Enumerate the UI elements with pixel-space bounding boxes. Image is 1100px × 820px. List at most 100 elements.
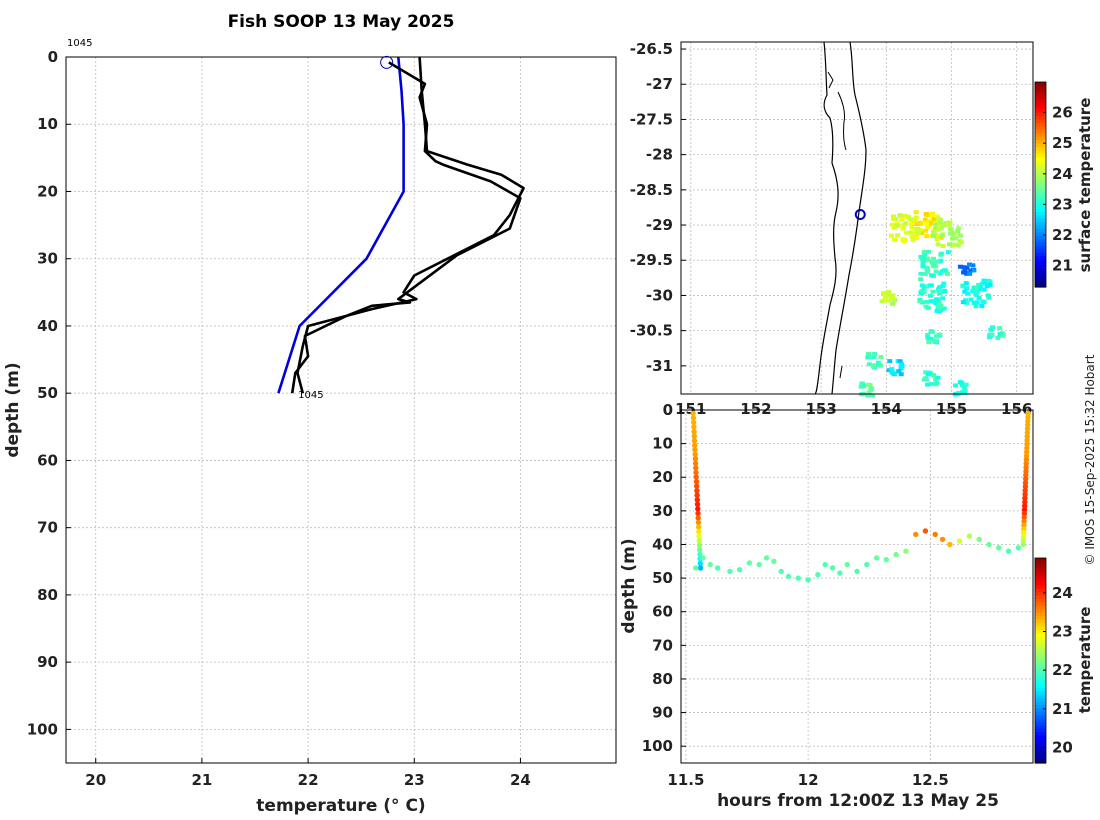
sst-pixel — [973, 304, 979, 309]
sst-pixel — [886, 298, 892, 303]
sst-pixel — [959, 380, 965, 385]
sst-pixel — [907, 217, 913, 222]
transect-point — [700, 555, 706, 561]
sst-pixel — [906, 214, 912, 219]
transect-ascent-point — [1025, 418, 1031, 424]
sst-pixel — [938, 226, 944, 231]
sst-pixel — [962, 388, 968, 393]
transect-point — [854, 568, 860, 575]
sst-pixel — [919, 289, 925, 294]
sst-pixel — [904, 230, 910, 235]
transect-point — [805, 577, 811, 583]
transect-ascent-point — [1021, 522, 1027, 528]
transect-point — [947, 541, 953, 548]
transect-ascent-point — [1022, 499, 1028, 505]
transect-descent-point — [697, 565, 704, 571]
transect-x-tick-label: 12.5 — [912, 771, 949, 789]
transect-descent-point — [692, 442, 698, 448]
map-colorbar-cell — [1035, 160, 1046, 165]
map-colorbar-cell — [1035, 140, 1046, 145]
map-colorbar-cell — [1035, 191, 1046, 196]
transect-y-tick-label: 90 — [652, 704, 673, 722]
sst-pixel — [859, 381, 865, 386]
sst-pixel — [946, 222, 952, 227]
transect-plot-frame — [680, 409, 1034, 764]
sst-pixel — [924, 284, 930, 289]
sst-pixel — [886, 368, 892, 373]
transect-colorbar-cell — [1035, 636, 1046, 641]
sst-pixel — [955, 243, 961, 248]
sst-pixel — [924, 221, 930, 226]
transect-point — [957, 538, 963, 544]
sst-pixel — [924, 299, 930, 304]
transect-ascent-point — [1025, 410, 1031, 417]
transect-ascent-point — [1021, 518, 1027, 524]
transect-ascent-point — [1024, 437, 1030, 444]
transect-y-tick-label: 40 — [652, 535, 673, 553]
profile-series-0 — [277, 56, 405, 394]
sst-pixel — [918, 277, 924, 282]
transect-colorbar-cell — [1035, 752, 1046, 757]
transect-colorbar-cell — [1035, 670, 1046, 675]
sst-pixel — [933, 225, 939, 230]
sst-pixel — [935, 242, 941, 247]
transect-descent-point — [691, 424, 697, 430]
transect-point — [771, 558, 777, 564]
transect-ascent-point — [1022, 480, 1029, 486]
transect-descent-point — [696, 533, 702, 539]
transect-descent-point — [691, 428, 697, 435]
transect-point — [1005, 548, 1012, 554]
transect-colorbar-cell — [1035, 722, 1046, 727]
sst-pixel — [940, 296, 946, 301]
sst-pixel — [931, 234, 937, 238]
map-colorbar-cell — [1035, 119, 1046, 124]
sst-pixel — [941, 281, 947, 286]
sst-pixel — [924, 270, 930, 274]
profile-x-tick-label: 24 — [510, 771, 531, 789]
sst-pixel — [913, 235, 919, 240]
sst-pixel — [942, 288, 948, 293]
sst-pixel — [963, 382, 969, 387]
profile-start-annotation: 1045 — [67, 38, 92, 49]
sst-pixel — [987, 282, 993, 287]
sst-pixel — [897, 359, 903, 364]
map-colorbar-cell — [1035, 205, 1046, 210]
transect-y-axis-label: depth (m) — [619, 538, 639, 633]
transect-descent-point — [697, 551, 703, 558]
transect-colorbar-cell — [1035, 571, 1046, 576]
transect-point — [932, 531, 938, 538]
map-y-tick-label: -30.5 — [630, 322, 673, 340]
sst-pixel — [981, 287, 987, 292]
transect-ascent-point — [1022, 491, 1028, 497]
transect-colorbar-label: temperature — [1076, 607, 1094, 714]
transect-y-tick-label: 80 — [652, 670, 673, 688]
map-y-tick-label: -29 — [646, 216, 673, 234]
sst-pixel — [949, 230, 955, 235]
sst-pixel — [917, 220, 923, 225]
map-colorbar-cell — [1035, 201, 1046, 206]
transect-colorbar-cell — [1035, 612, 1046, 617]
transect-colorbar-cell — [1035, 698, 1046, 703]
sst-pixel — [928, 336, 934, 341]
transect-point — [829, 565, 836, 571]
sst-pixel — [997, 331, 1003, 336]
sst-pixel — [997, 326, 1003, 331]
sst-pixel — [914, 229, 919, 234]
map-x-tick-label: 154 — [871, 400, 902, 418]
sst-pixel — [986, 278, 992, 283]
sst-pixel — [887, 359, 893, 364]
map-colorbar-cell — [1035, 157, 1046, 162]
transect-descent-point — [691, 419, 697, 426]
map-colorbar-cell — [1035, 228, 1046, 233]
vessel-location-marker — [854, 208, 866, 220]
transect-colorbar-cell — [1035, 667, 1046, 672]
sst-pixel — [936, 289, 942, 294]
map-colorbar-cell — [1035, 266, 1046, 271]
transect-colorbar-cell — [1035, 558, 1046, 563]
sst-pixel — [955, 229, 961, 233]
sst-pixel — [962, 269, 968, 273]
sst-pixel — [974, 300, 980, 305]
transect-x-tick-label: 12 — [798, 771, 819, 789]
map-colorbar-cell — [1035, 136, 1046, 141]
map-colorbar-cell — [1035, 215, 1046, 220]
